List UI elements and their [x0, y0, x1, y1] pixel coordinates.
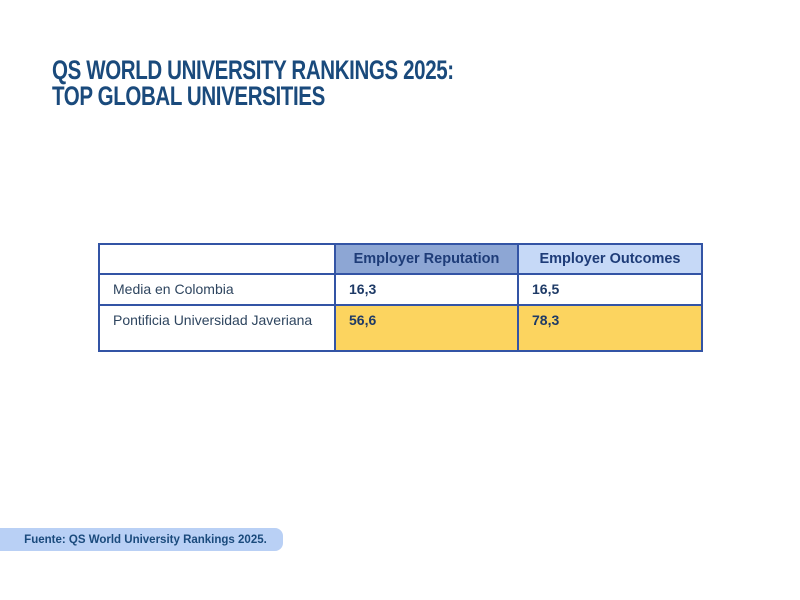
- page-title: QS WORLD UNIVERSITY RANKINGS 2025: TOP G…: [52, 55, 581, 111]
- table-row-pontificia-universidad-javeriana: Pontificia Universidad Javeriana 56,6 78…: [98, 304, 703, 352]
- value-media-employer-reputation: 16,3: [334, 273, 519, 306]
- rankings-table: Employer Reputation Employer Outcomes Me…: [98, 243, 703, 352]
- value-javeriana-employer-outcomes: 78,3: [517, 304, 703, 352]
- source-badge: Fuente: QS World University Rankings 202…: [0, 528, 283, 551]
- source-text: Fuente: QS World University Rankings 202…: [24, 533, 267, 546]
- page-title-line1: QS WORLD UNIVERSITY RANKINGS 2025:: [52, 55, 454, 85]
- page-title-line2: TOP GLOBAL UNIVERSITIES: [52, 81, 325, 111]
- value-javeriana-employer-reputation: 56,6: [334, 304, 519, 352]
- table-header-row: Employer Reputation Employer Outcomes: [98, 243, 703, 275]
- table-header-employer-reputation: Employer Reputation: [334, 243, 519, 275]
- row-label-pontificia-universidad-javeriana: Pontificia Universidad Javeriana: [98, 304, 336, 352]
- table-row-media-en-colombia: Media en Colombia 16,3 16,5: [98, 273, 703, 306]
- value-media-employer-outcomes: 16,5: [517, 273, 703, 306]
- row-label-media-en-colombia: Media en Colombia: [98, 273, 336, 306]
- table-header-employer-outcomes: Employer Outcomes: [517, 243, 703, 275]
- table-header-blank: [98, 243, 336, 275]
